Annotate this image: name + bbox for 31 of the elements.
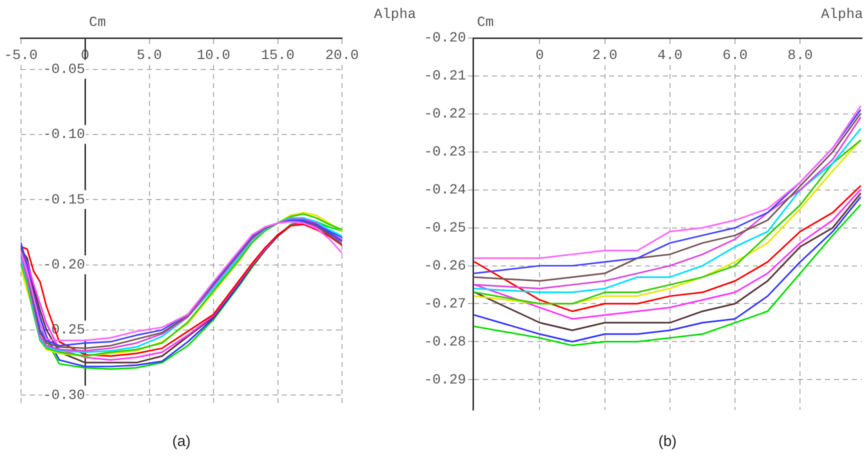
text: (a) [172, 433, 191, 450]
x-tick-label: 6.0 [722, 48, 748, 64]
y-tick-label: -0.30 [43, 388, 86, 404]
y-tick-label: -0.10 [43, 127, 86, 144]
y-tick-label: -0.29 [424, 372, 466, 388]
x-tick-label: 4.0 [657, 48, 683, 64]
y-tick-label: -0.27 [424, 296, 466, 312]
y-tick-label: -0.05 [43, 62, 86, 78]
x-axis-title: Alpha [820, 7, 863, 23]
x-axis-title: Alpha [374, 7, 416, 23]
y-tick-label: -0.24 [424, 182, 466, 199]
y-tick-label: -0.23 [424, 144, 466, 161]
x-tick-label: 20.0 [325, 48, 359, 64]
text: (b) [658, 433, 677, 450]
y-tick-label: -0.21 [424, 68, 466, 85]
x-tick-label: 2.0 [592, 48, 618, 64]
x-tick-label: 0 [536, 48, 544, 64]
y-tick-label: -0.28 [424, 334, 466, 350]
y-tick-label: -0.25 [424, 220, 466, 236]
y-axis-title: Cm [89, 15, 106, 31]
y-tick-label: -0.20 [43, 258, 86, 274]
y-tick-label: -0.20 [424, 30, 466, 47]
y-tick-label: -0.15 [43, 192, 86, 208]
x-tick-label: 5.0 [136, 48, 162, 64]
y-tick-label: -0.22 [424, 106, 466, 123]
x-tick-label: 8.0 [788, 48, 813, 64]
x-tick-label: -5.0 [4, 48, 38, 64]
y-axis-title: Cm [477, 15, 494, 31]
x-tick-label: 10.0 [196, 48, 230, 64]
y-tick-label: -0.26 [424, 258, 466, 274]
x-tick-label: 15.0 [260, 48, 295, 64]
